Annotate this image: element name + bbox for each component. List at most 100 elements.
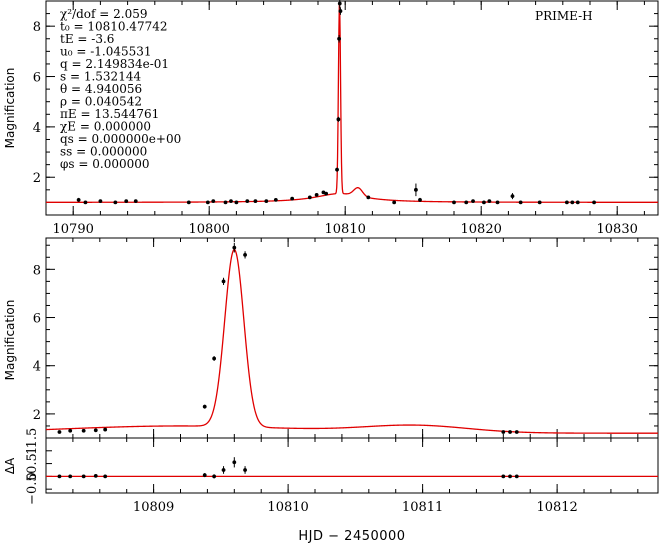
data-point [212, 356, 217, 361]
y-tick-label: 0.5 [25, 453, 40, 474]
y-tick-label: 4 [33, 360, 41, 375]
data-point [337, 1, 342, 6]
data-point [508, 430, 512, 434]
data-point [518, 200, 523, 205]
data-point [57, 474, 62, 479]
data-point [253, 199, 258, 204]
data-point [501, 474, 506, 479]
data-point [336, 117, 341, 122]
data-point [495, 200, 500, 205]
data-point [514, 474, 519, 479]
data-point [205, 200, 210, 205]
data-point [324, 191, 329, 196]
data-point [221, 468, 226, 472]
data-point [366, 195, 371, 200]
data-point [537, 200, 542, 205]
data-point [223, 200, 228, 205]
y-tick-label: −0.5 [25, 473, 40, 505]
top-panel-ticks: 10790 10800 10810 10820 10830 2 4 6 8 [33, 0, 658, 237]
data-point [570, 200, 575, 205]
middle-panel-ylabel: Magnification [3, 300, 17, 381]
x-tick-label: 10790 [53, 222, 94, 237]
data-point [335, 167, 339, 172]
data-point [211, 199, 216, 204]
data-point [103, 474, 108, 479]
data-point [337, 36, 341, 41]
data-point [124, 199, 129, 204]
fit-parameter: q = 2.149834e-01 [60, 57, 169, 71]
data-point [133, 199, 138, 204]
data-point [232, 460, 237, 465]
fit-parameter: χE = 0.000000 [60, 120, 151, 134]
data-point [514, 430, 519, 434]
residual-panel-ticks: 10809 10810 10811 10812 −0.500.511.5 [25, 428, 639, 515]
x-axis-title: HJD − 2450000 [298, 529, 405, 544]
fit-parameter: ρ = 0.040542 [60, 95, 142, 109]
x-tick-label: 10800 [189, 222, 230, 237]
residual-panel-data-points [57, 457, 519, 479]
data-point [93, 473, 98, 478]
data-point [243, 468, 247, 472]
fit-parameter: u₀ = -1.045531 [60, 45, 152, 59]
fit-parameter: s = 1.532144 [60, 70, 141, 84]
data-point [98, 199, 103, 204]
y-tick-label: 6 [33, 71, 41, 86]
data-point [464, 200, 469, 205]
fit-parameter: qs = 0.000000e+00 [60, 132, 181, 146]
data-point [243, 252, 247, 257]
fit-parameter: χ²/dof = 2.059 [60, 7, 148, 21]
data-point [501, 430, 506, 434]
data-point [83, 200, 88, 205]
middle-panel-data-points [57, 242, 519, 434]
data-point [452, 200, 456, 205]
fit-parameter: t₀ = 10810.47742 [60, 20, 167, 34]
top-panel-frame [45, 0, 659, 216]
model-curve [46, 4, 658, 203]
data-point [414, 187, 418, 192]
residual-panel-frame [45, 437, 659, 494]
data-point [229, 199, 233, 204]
data-point [68, 428, 73, 433]
y-tick-label: 2 [33, 171, 41, 186]
data-point [186, 200, 191, 205]
model-curve [45, 248, 658, 434]
data-point [264, 199, 269, 204]
data-point [290, 196, 295, 201]
top-panel-ylabel: Magnification [3, 68, 17, 149]
data-point [592, 200, 596, 205]
data-point [212, 474, 217, 479]
x-tick-label: 10811 [402, 500, 443, 515]
data-point [221, 279, 226, 284]
data-point [202, 473, 207, 477]
data-point [575, 200, 580, 205]
data-point [245, 199, 250, 204]
data-point [487, 199, 492, 204]
y-tick-label: 8 [33, 20, 41, 35]
top-panel-model-curve [46, 4, 658, 203]
data-point [81, 474, 86, 479]
data-point [103, 427, 108, 432]
middle-panel-frame [45, 237, 659, 439]
fit-parameter: θ = 4.940056 [60, 82, 142, 96]
data-point [307, 195, 312, 200]
top-panel-data-points [76, 0, 596, 205]
data-point [57, 430, 62, 434]
data-point [314, 192, 319, 197]
data-point [273, 197, 278, 202]
residual-panel-ylabel: ΔA [3, 457, 17, 474]
y-tick-label: 4 [33, 121, 41, 136]
y-tick-label: 1.5 [25, 428, 40, 449]
data-point [202, 404, 207, 409]
middle-panel-ticks: 2 4 6 8 [33, 238, 658, 439]
y-tick-label: 0 [25, 472, 40, 480]
x-tick-label: 10830 [597, 222, 638, 237]
data-point [76, 197, 81, 202]
y-tick-label: 8 [33, 263, 41, 278]
fit-parameter: φs = 0.000000 [60, 157, 150, 171]
data-point [93, 428, 98, 433]
data-point [68, 474, 73, 479]
x-tick-label: 10810 [267, 500, 308, 515]
data-point [564, 200, 569, 205]
